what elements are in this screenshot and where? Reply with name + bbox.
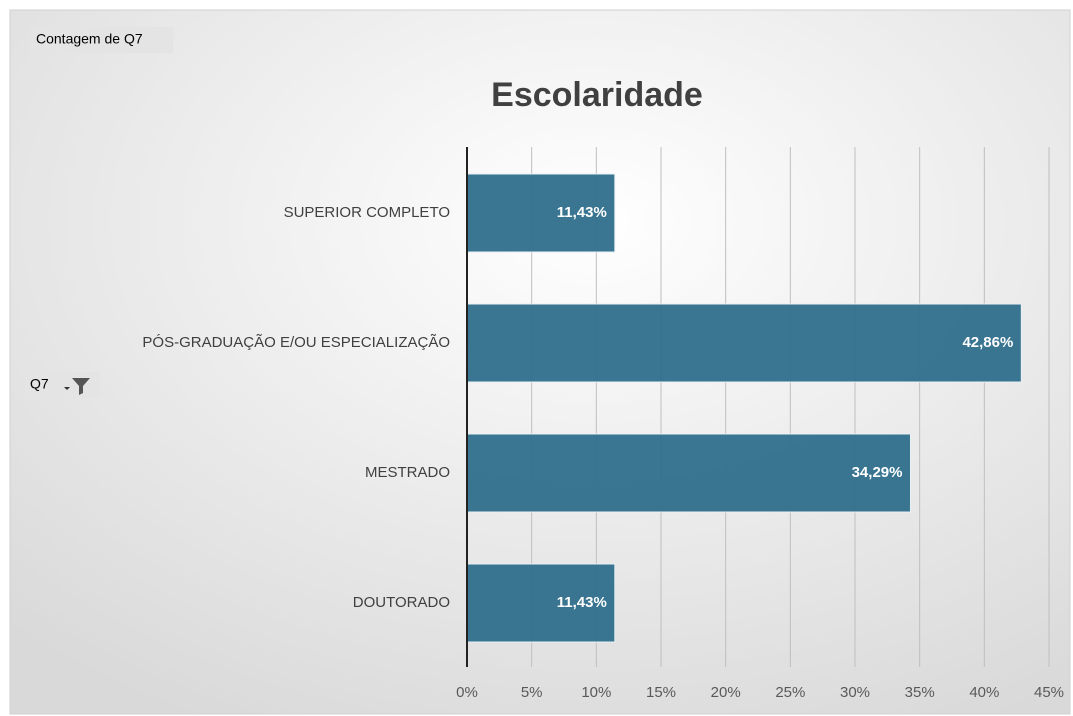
bar xyxy=(466,563,616,643)
dropdown-icon xyxy=(64,387,70,390)
bar xyxy=(466,303,1022,383)
data-label: 34,29% xyxy=(852,464,903,481)
x-tick-label: 20% xyxy=(711,684,741,701)
x-tick-label: 40% xyxy=(969,684,999,701)
value-field-button[interactable] xyxy=(30,27,173,53)
y-tick-label: MESTRADO xyxy=(365,464,450,481)
y-tick-label: SUPERIOR COMPLETO xyxy=(284,204,450,221)
axis-field-button[interactable] xyxy=(25,372,100,398)
x-tick-label: 30% xyxy=(840,684,870,701)
x-tick-label: 15% xyxy=(646,684,676,701)
y-tick-label: PÓS-GRADUAÇÃO E/OU ESPECIALIZAÇÃO xyxy=(142,334,450,351)
x-tick-label: 25% xyxy=(775,684,805,701)
bar xyxy=(466,173,616,253)
y-tick-label: DOUTORADO xyxy=(353,594,450,611)
x-tick-label: 10% xyxy=(581,684,611,701)
x-tick-label: 45% xyxy=(1034,684,1064,701)
data-label: 11,43% xyxy=(557,594,607,611)
data-label: 11,43% xyxy=(557,204,607,221)
axis-field-label: Q7 xyxy=(30,376,49,392)
x-tick-label: 0% xyxy=(456,684,478,701)
chart-title: Escolaridade xyxy=(491,76,703,114)
x-tick-label: 35% xyxy=(905,684,935,701)
filter-icon xyxy=(72,378,90,395)
value-field-label: Contagem de Q7 xyxy=(36,31,143,47)
bar xyxy=(466,433,911,513)
data-label: 42,86% xyxy=(962,334,1013,351)
x-tick-label: 5% xyxy=(521,684,543,701)
